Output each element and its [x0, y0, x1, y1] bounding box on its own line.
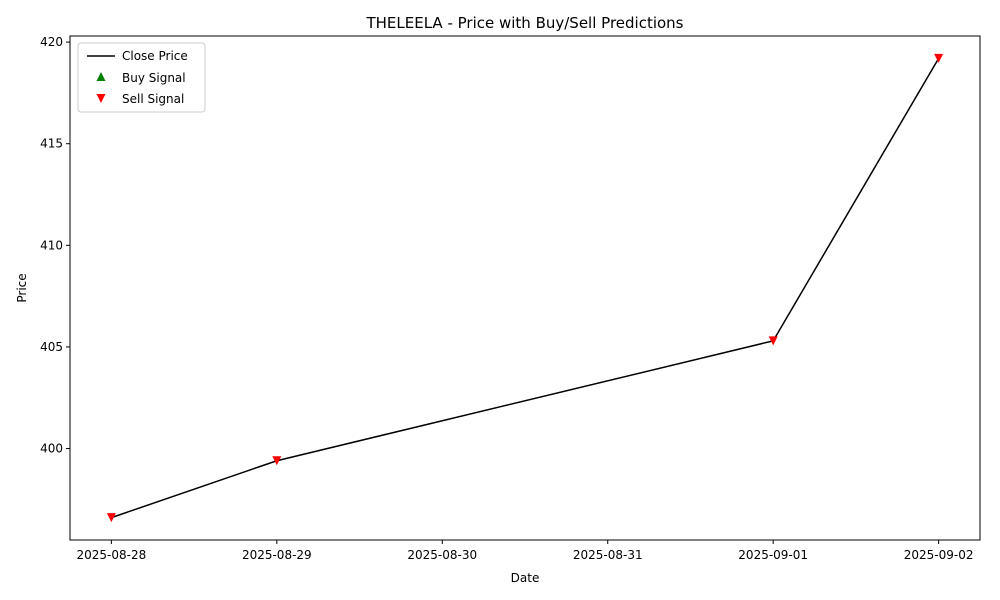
- x-tick-label: 2025-08-30: [407, 548, 477, 562]
- x-tick-label: 2025-08-29: [242, 548, 312, 562]
- plot-content: [106, 53, 944, 523]
- x-tick-label: 2025-08-28: [76, 548, 146, 562]
- y-tick-label: 420: [40, 35, 63, 49]
- marker-sell-signal: [272, 456, 282, 466]
- marker-sell-signal: [106, 513, 116, 523]
- x-tick-label: 2025-08-31: [573, 548, 643, 562]
- legend-label-close-price: Close Price: [122, 49, 188, 63]
- legend-swatch-sell-signal: [96, 94, 106, 103]
- chart-title: THELEELA - Price with Buy/Sell Predictio…: [365, 14, 683, 32]
- marker-sell-signal: [768, 336, 778, 346]
- y-axis: 400 405 410 415 420: [40, 35, 70, 456]
- legend-swatch-buy-signal: [96, 72, 106, 81]
- y-axis-title: Price: [15, 273, 29, 302]
- y-tick-label: 405: [40, 340, 63, 354]
- y-tick-label: 410: [40, 238, 63, 252]
- legend-box: [77, 42, 206, 113]
- y-tick-label: 415: [40, 137, 63, 151]
- plot-frame: [69, 35, 981, 541]
- y-tick-label: 400: [40, 442, 63, 456]
- marker-sell-signal: [934, 53, 944, 63]
- x-tick-label: 2025-09-01: [738, 548, 808, 562]
- x-tick-label: 2025-09-02: [904, 548, 974, 562]
- legend-label-sell-signal: Sell Signal: [122, 92, 184, 106]
- x-axis-title: Date: [511, 571, 540, 585]
- legend-label-buy-signal: Buy Signal: [122, 71, 186, 85]
- x-axis: 2025-08-28 2025-08-29 2025-08-30 2025-08-31…: [76, 540, 974, 562]
- legend: Close Price Buy Signal Sell Signal: [77, 42, 206, 113]
- series-line-close-price: [111, 57, 940, 519]
